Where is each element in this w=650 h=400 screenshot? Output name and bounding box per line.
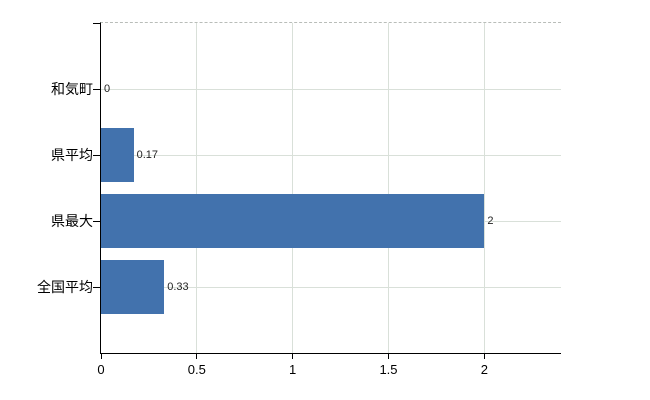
x-axis-tick-label: 2 [480, 362, 488, 377]
x-axis-tick-mark [388, 354, 389, 359]
y-axis-tick-mark [93, 286, 100, 288]
gridline-horizontal [101, 286, 561, 288]
bar [101, 128, 134, 182]
gridline-horizontal [101, 154, 561, 156]
x-axis-tick-mark [196, 354, 198, 359]
x-axis-tick-mark [100, 354, 102, 359]
gridline-vertical [196, 23, 198, 353]
y-axis-tick-mark [93, 154, 100, 156]
x-axis-tick-label: 0.5 [187, 362, 206, 377]
x-axis-tick-mark [292, 354, 294, 359]
category-label: 和気町 [51, 81, 93, 97]
bar-value-label: 0 [104, 83, 111, 95]
bar [101, 260, 165, 314]
gridline-vertical [483, 23, 485, 353]
bar-value-label: 2 [487, 215, 494, 227]
y-axis-end-tick-mark [93, 22, 100, 24]
bar-value-label: 0.17 [136, 149, 158, 161]
gridline-horizontal [101, 88, 561, 90]
y-axis-tick-mark [93, 220, 100, 222]
x-axis-tick-label: 1 [289, 362, 297, 377]
bar-value-label: 0.33 [167, 281, 189, 293]
category-label: 全国平均 [37, 279, 93, 295]
plot-area: 和気町 0 県平均 0.17 県最大 2 全国平均 0.33 0 0.5 1 1.5 2 [37, 22, 561, 377]
x-axis-tick-mark [483, 354, 485, 359]
bar [101, 194, 485, 248]
y-axis-tick-mark [93, 88, 100, 90]
x-axis-tick-label: 0 [97, 362, 105, 377]
gridline-vertical [388, 23, 389, 353]
category-label: 県最大 [51, 213, 93, 229]
gridline-vertical [292, 23, 294, 353]
category-label: 県平均 [51, 147, 93, 163]
x-axis-tick-label: 1.5 [379, 362, 398, 377]
